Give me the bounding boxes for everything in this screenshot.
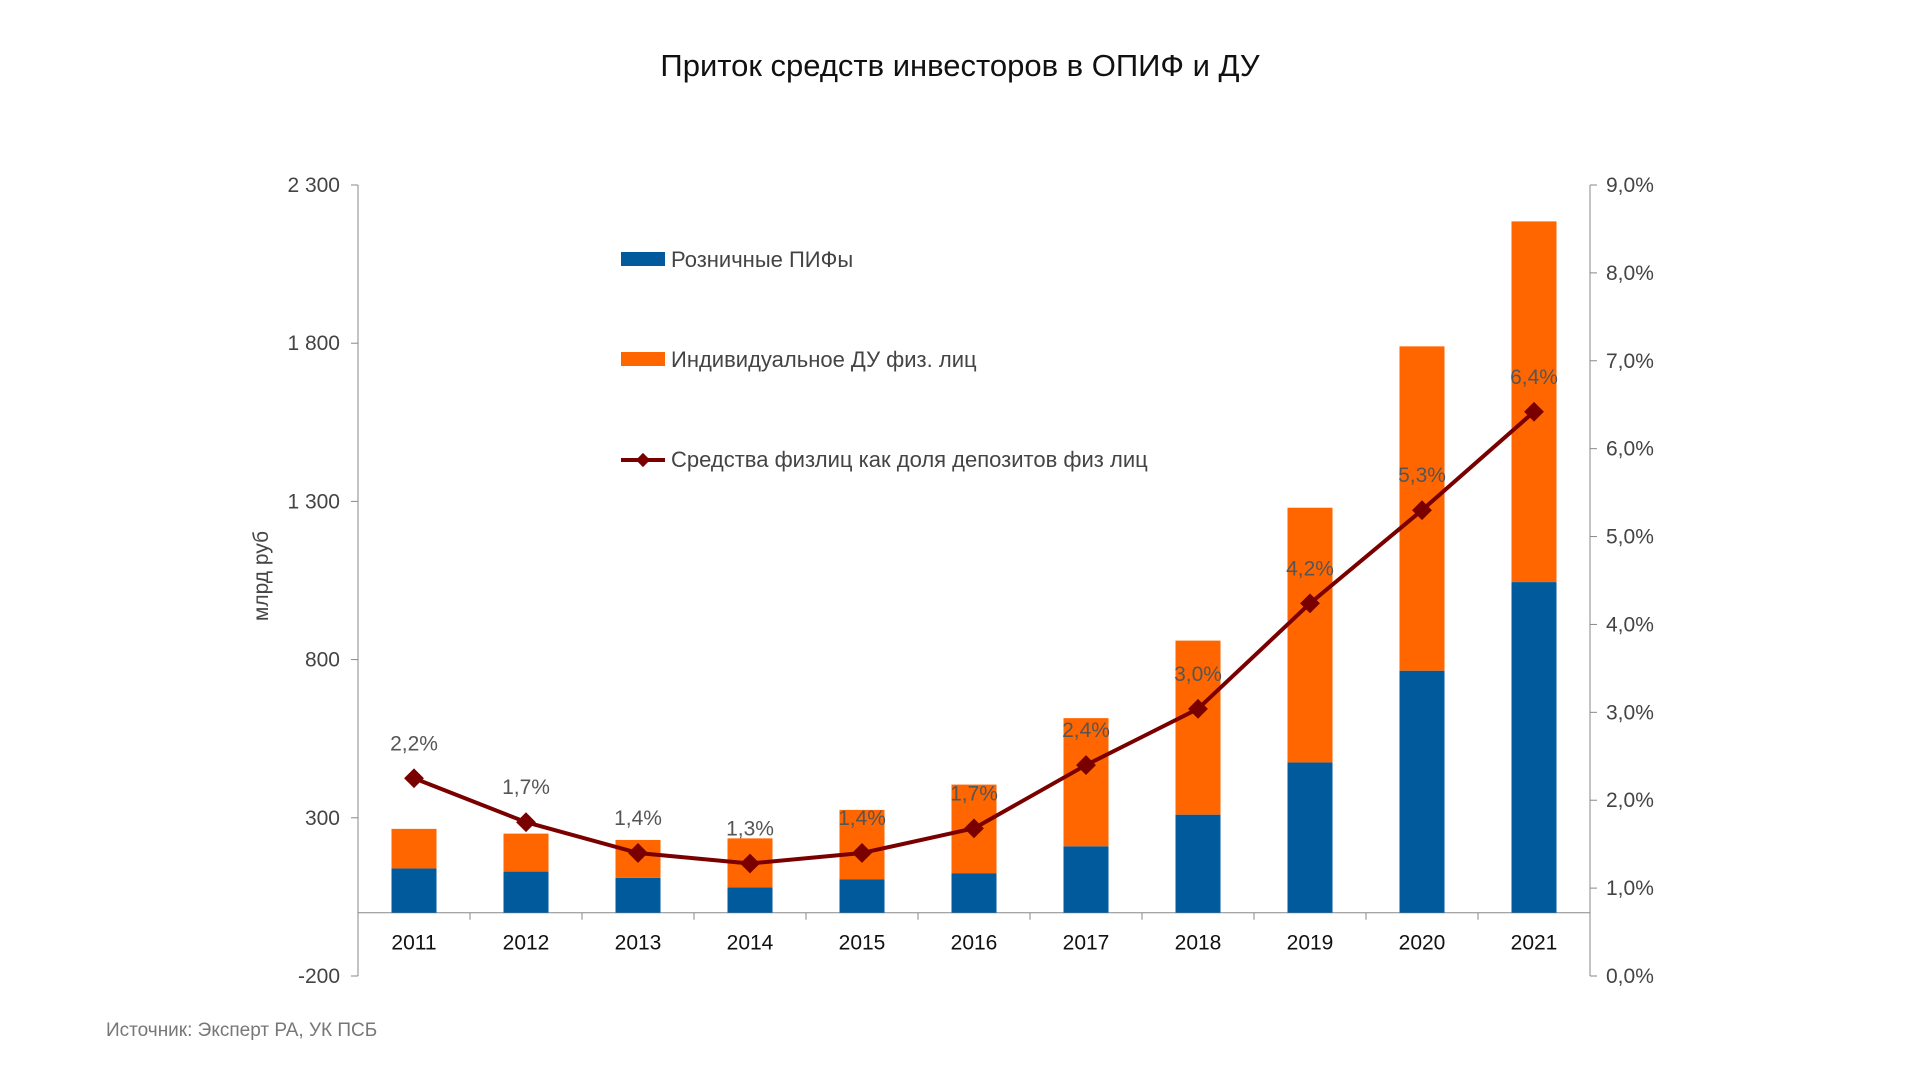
y2-tick-label: 2,0% — [1606, 789, 1654, 812]
x-category-label: 2021 — [1511, 932, 1558, 955]
bar-retail-funds — [727, 887, 773, 913]
bar-individual-management — [503, 833, 549, 872]
legend-swatch-individual-management — [621, 352, 665, 366]
share-point-marker — [516, 812, 536, 833]
share-point-marker — [1188, 698, 1208, 719]
y2-tick-label: 8,0% — [1606, 262, 1654, 285]
x-category-label: 2015 — [839, 932, 886, 955]
share-data-label: 1,4% — [614, 807, 662, 830]
y-tick-label: 1 800 — [287, 332, 340, 355]
share-data-label: 1,7% — [950, 782, 998, 805]
bar-individual-management — [391, 828, 437, 869]
y2-tick-label: 9,0% — [1606, 174, 1654, 197]
legend: Розничные ПИФы Индивидуальное ДУ физ. ли… — [621, 247, 1148, 472]
y-tick-label: 300 — [305, 807, 340, 830]
y-tick-label: 2 300 — [287, 174, 340, 197]
y-tick-label: 800 — [305, 649, 340, 672]
bar-individual-management — [1287, 507, 1333, 763]
bar-retail-funds — [1063, 846, 1109, 913]
y2-tick-label: 3,0% — [1606, 701, 1654, 724]
bars — [391, 221, 1557, 913]
legend-label-individual-management: Индивидуальное ДУ физ. лиц — [671, 347, 977, 372]
bar-retail-funds — [1399, 670, 1445, 913]
y-tick-label: -200 — [298, 965, 340, 988]
x-category-label: 2013 — [615, 932, 662, 955]
y2-tick-label: 4,0% — [1606, 613, 1654, 636]
bar-retail-funds — [1511, 582, 1557, 913]
share-point-marker — [1300, 593, 1320, 614]
share-data-label: 5,3% — [1398, 464, 1446, 487]
share-point-marker — [852, 843, 872, 863]
y2-tick-label: 0,0% — [1606, 965, 1654, 988]
y2-tick-label: 5,0% — [1606, 526, 1654, 549]
source-note: Источник: Эксперт РА, УК ПСБ — [106, 1020, 377, 1041]
x-category-label: 2012 — [503, 932, 550, 955]
x-category-label: 2017 — [1063, 932, 1110, 955]
share-point-marker — [964, 818, 984, 839]
y-axis-ticks: 2 300 1 800 1 300 800 300 -200 — [287, 174, 358, 988]
bar-retail-funds — [503, 871, 549, 913]
share-line-series: 2,2% 1,7% 1,4% 1,3% 1,4% 1,7% 2,4% 3,0% 4,2% 5,3%… — [390, 366, 1558, 874]
bar-individual-management — [1175, 640, 1221, 815]
x-category-label: 2011 — [391, 932, 436, 955]
bar-retail-funds — [839, 879, 885, 913]
share-point-marker — [1076, 755, 1096, 775]
y2-tick-label: 7,0% — [1606, 350, 1654, 373]
y2-tick-label: 6,0% — [1606, 438, 1654, 461]
share-data-label: 2,2% — [390, 732, 438, 755]
y-tick-label: 1 300 — [287, 490, 340, 513]
legend-swatch-retail-funds — [621, 252, 665, 266]
share-data-label: 3,0% — [1174, 663, 1222, 686]
chart-title: Приток средств инвесторов в ОПИФ и ДУ — [660, 48, 1259, 83]
share-point-marker — [1524, 401, 1544, 422]
share-point-marker — [1412, 500, 1432, 521]
legend-marker-share — [635, 452, 651, 468]
y-axis-title: млрд руб — [250, 531, 273, 621]
share-data-label: 6,4% — [1510, 366, 1558, 389]
share-data-label: 1,7% — [502, 776, 550, 799]
bar-retail-funds — [391, 868, 437, 913]
share-point-marker — [740, 853, 760, 874]
y2-tick-label: 1,0% — [1606, 877, 1654, 900]
bar-retail-funds — [1175, 814, 1221, 913]
bar-retail-funds — [951, 873, 997, 913]
x-axis-categories: 2011 2012 2013 2014 2015 2016 2017 2018 2019 2020… — [357, 912, 1591, 955]
x-category-label: 2014 — [727, 932, 774, 955]
bar-retail-funds — [615, 877, 661, 913]
share-point-marker — [404, 768, 424, 789]
share-data-label: 1,4% — [838, 807, 886, 830]
bar-individual-management — [1511, 221, 1557, 583]
legend-label-share: Средства физлиц как доля депозитов физ л… — [671, 447, 1148, 472]
x-category-label: 2020 — [1399, 932, 1446, 955]
bar-individual-management — [1063, 718, 1109, 847]
share-point-marker — [628, 843, 648, 863]
x-category-label: 2016 — [951, 932, 998, 955]
share-data-label: 2,4% — [1062, 719, 1110, 742]
y2-axis-ticks: 9,0% 8,0% 7,0% 6,0% 5,0% 4,0% 3,0% 2,0% 1,0% 0,0% — [1590, 174, 1654, 988]
x-category-label: 2018 — [1175, 932, 1222, 955]
x-category-label: 2019 — [1287, 932, 1334, 955]
legend-label-retail-funds: Розничные ПИФы — [671, 247, 853, 272]
bar-retail-funds — [1287, 762, 1333, 913]
share-data-label: 4,2% — [1286, 557, 1334, 580]
share-data-label: 1,3% — [726, 818, 774, 841]
